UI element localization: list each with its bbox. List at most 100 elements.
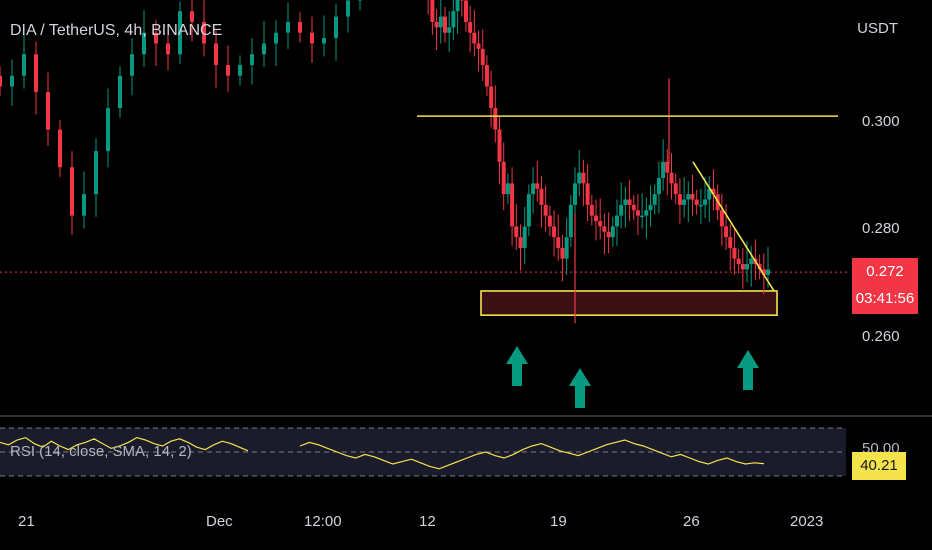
bar-countdown: 03:41:56 (852, 286, 918, 314)
candle (154, 19, 158, 67)
candle (602, 213, 607, 255)
candle (740, 247, 745, 289)
candle (480, 29, 485, 82)
candle (694, 189, 699, 215)
candle (682, 176, 687, 218)
candle (334, 3, 338, 61)
candle (250, 38, 254, 85)
up-arrow-icon (569, 368, 591, 408)
candle (472, 10, 477, 57)
candle (585, 164, 590, 222)
price-tick-0260: 0.260 (862, 328, 900, 345)
candle (535, 160, 540, 202)
candle (543, 185, 548, 232)
candle (459, 0, 464, 17)
candle (627, 180, 632, 222)
candle (581, 159, 586, 206)
candle (728, 224, 733, 271)
candle (226, 45, 230, 92)
support-zone[interactable] (480, 290, 778, 316)
candle (522, 207, 527, 265)
descending-trendline[interactable] (692, 161, 775, 292)
candle (142, 10, 146, 68)
candle (560, 235, 565, 282)
candle (644, 197, 649, 239)
candle (724, 203, 729, 251)
candle (594, 199, 598, 241)
candle (346, 0, 350, 33)
time-tick-26: 26 (683, 513, 700, 530)
time-tick-2023: 2023 (790, 513, 824, 530)
candle (238, 55, 242, 86)
candle (510, 167, 515, 246)
currency-label: USDT (857, 20, 898, 37)
candle (476, 30, 481, 72)
candle (106, 88, 110, 168)
candle (736, 249, 741, 274)
drawings-layer[interactable] (417, 115, 838, 292)
candle (10, 59, 14, 106)
time-tick-12: 12 (419, 513, 436, 530)
candle (34, 41, 38, 115)
candle (610, 216, 615, 247)
rsi-line (0, 436, 765, 470)
candle (130, 38, 134, 96)
candle (526, 184, 531, 237)
candle (22, 31, 26, 89)
candle (46, 72, 50, 146)
candle (0, 66, 2, 97)
candle (652, 184, 657, 215)
candle (619, 182, 624, 229)
price-tick-0300: 0.300 (862, 113, 900, 130)
candle (358, 0, 362, 11)
rsi-levels (0, 427, 846, 477)
candle (564, 217, 569, 275)
candle (70, 151, 74, 236)
candle (178, 1, 182, 64)
candle (82, 171, 86, 229)
candle (455, 0, 460, 34)
candle (623, 186, 628, 228)
candle (749, 245, 754, 287)
candle (732, 228, 737, 275)
candle (286, 2, 290, 49)
candle (547, 205, 552, 237)
candle (518, 224, 523, 271)
candle (447, 11, 452, 53)
candle (673, 173, 678, 204)
price-tick-0280: 0.280 (862, 220, 900, 237)
last-price-tag: 0.272 (852, 258, 918, 286)
candle (677, 177, 682, 225)
candle (202, 0, 206, 57)
up-arrow-icon (506, 346, 528, 386)
candle (434, 9, 439, 50)
candle (661, 139, 666, 191)
candle (690, 174, 695, 216)
candle (310, 16, 314, 63)
candle (606, 212, 611, 254)
candle (468, 5, 473, 53)
candle (568, 195, 573, 247)
rsi-indicator-title[interactable]: RSI (14, close, SMA, 14, 2) (10, 443, 192, 460)
symbol-title[interactable]: DIA / TetherUS, 4h, BINANCE (10, 22, 223, 39)
candle (711, 169, 716, 211)
candle (501, 142, 506, 211)
candle (552, 210, 557, 257)
candle (214, 30, 218, 88)
candle (438, 0, 443, 44)
candle (635, 194, 640, 236)
candle (497, 116, 502, 185)
candle (669, 153, 674, 200)
candle (514, 203, 519, 251)
candle (505, 173, 510, 204)
candle (298, 12, 302, 43)
candle (665, 148, 670, 196)
candle (598, 198, 603, 240)
time-tick-dec: Dec (206, 513, 233, 530)
candle (648, 185, 653, 227)
candle (539, 175, 544, 228)
candle (274, 19, 278, 67)
arrows-layer (506, 346, 759, 408)
time-tick-1200: 12:00 (304, 513, 342, 530)
